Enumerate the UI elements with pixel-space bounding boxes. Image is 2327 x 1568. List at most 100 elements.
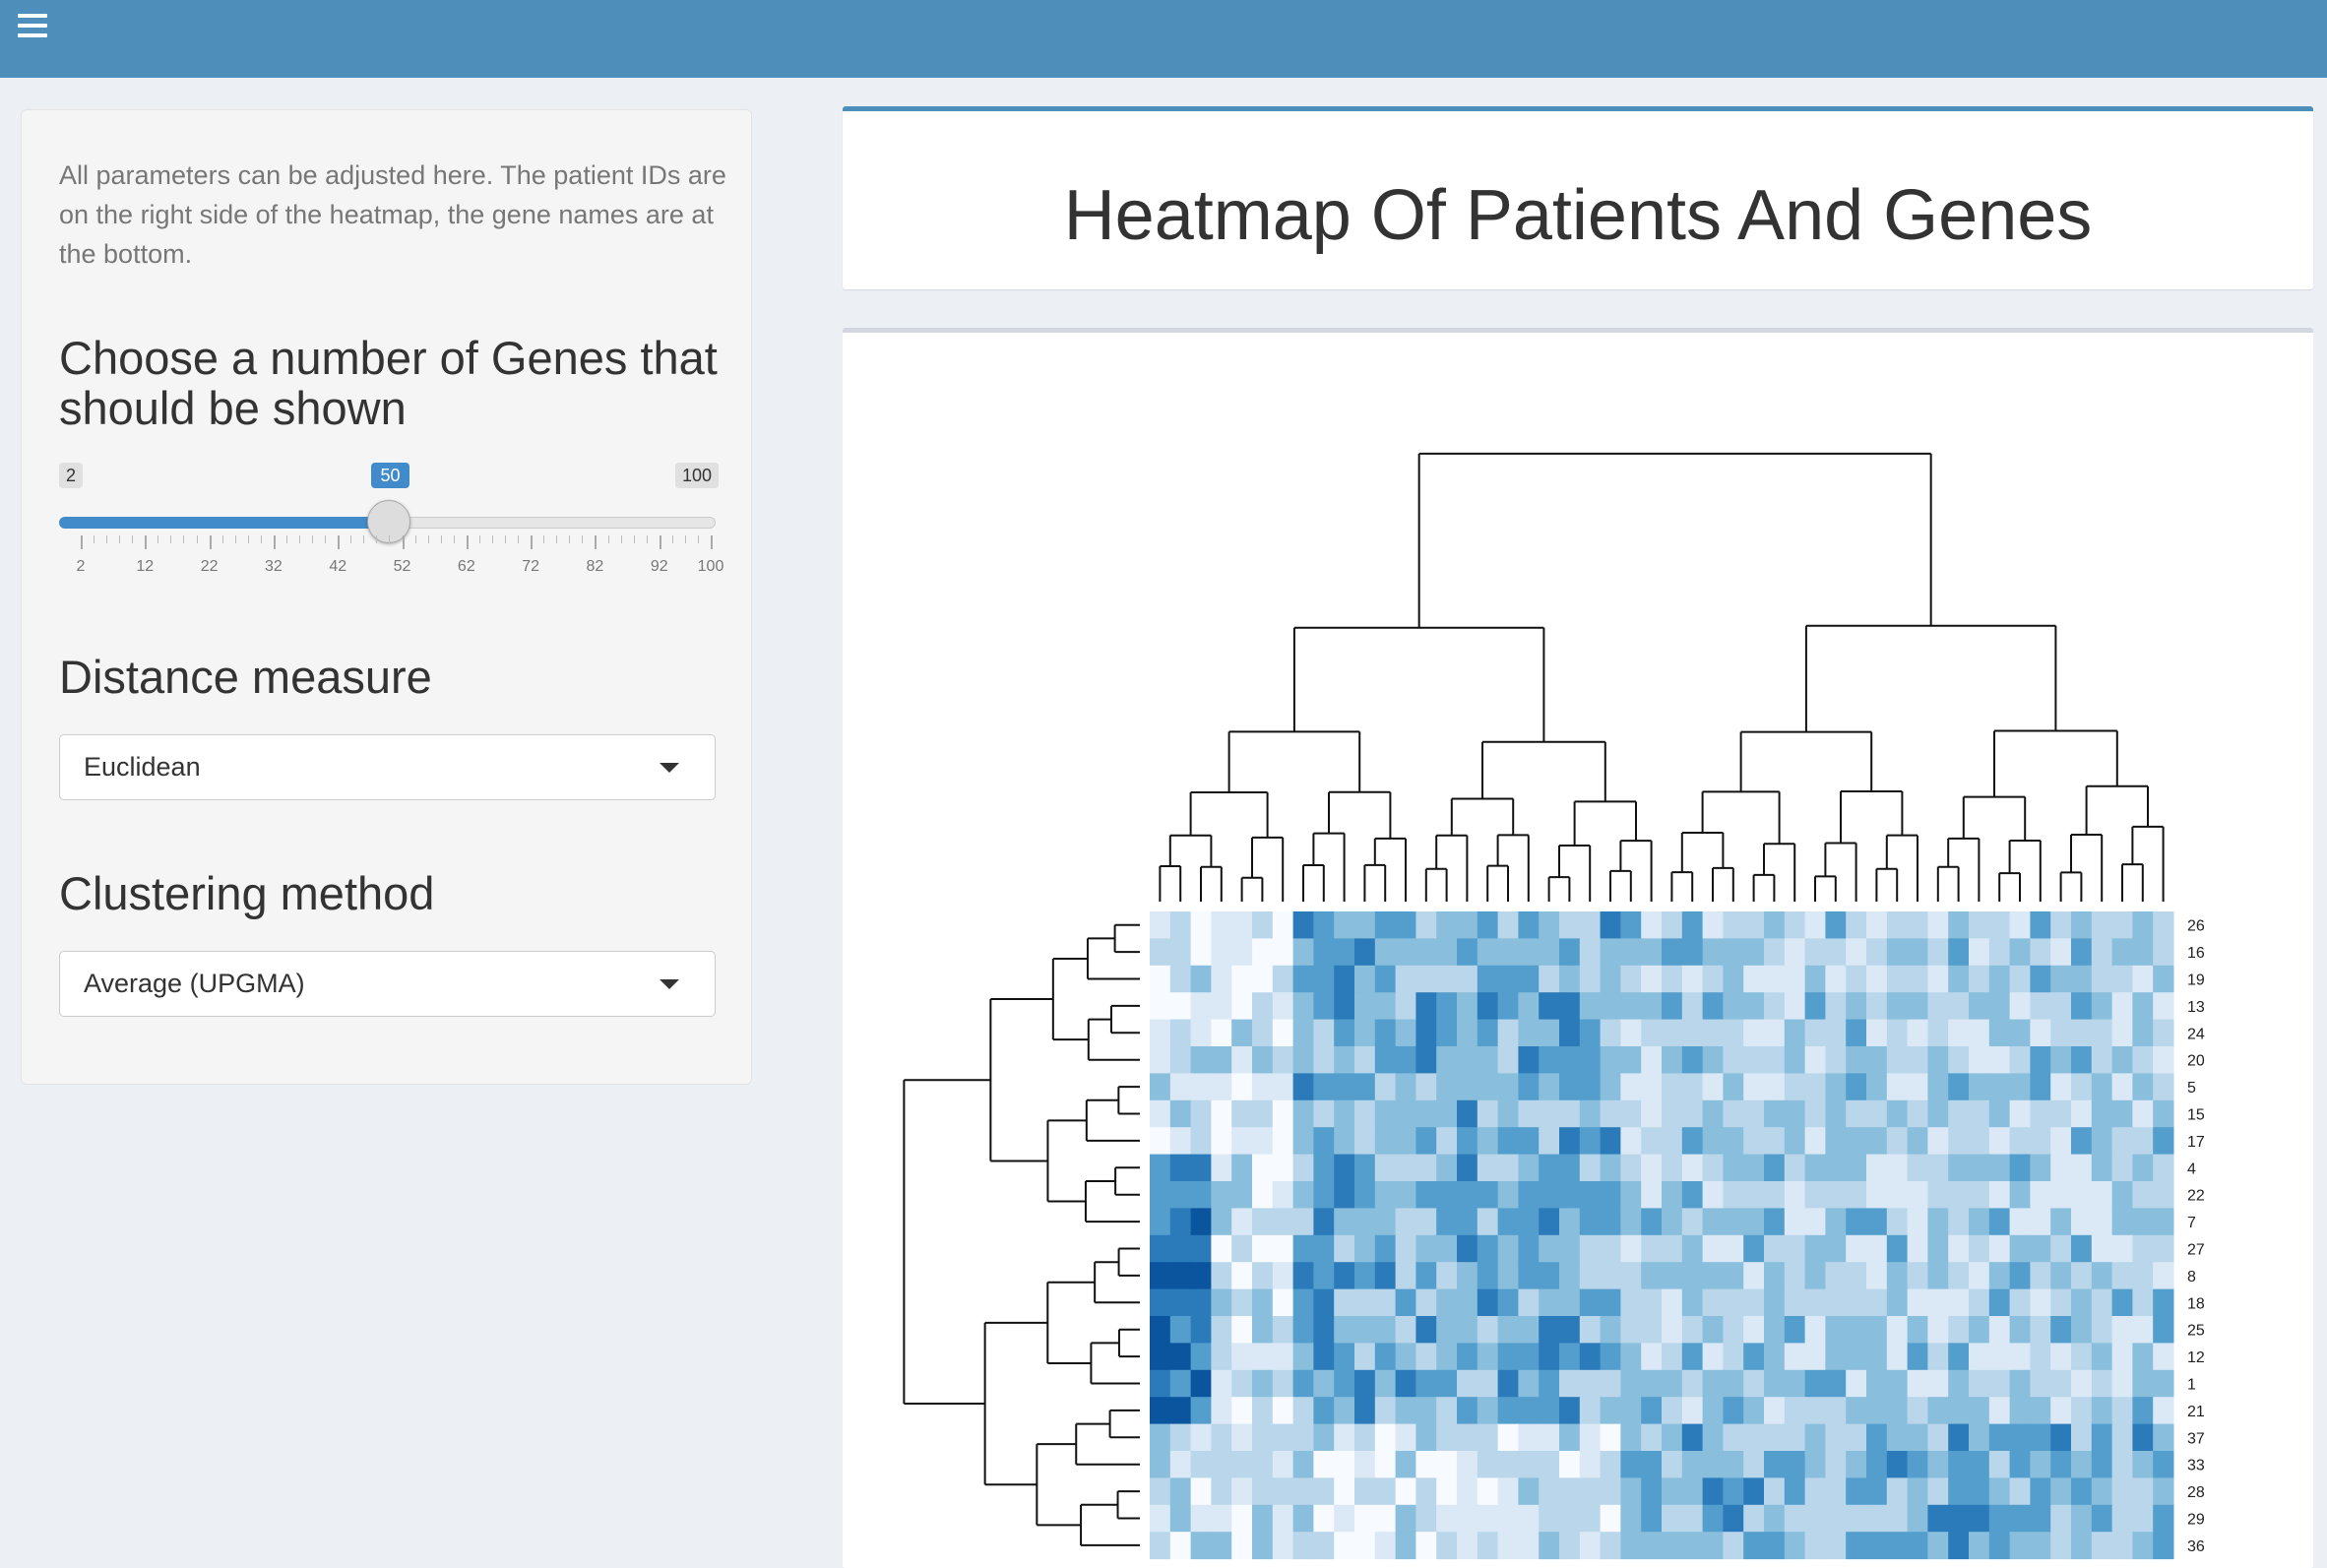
heatmap-cell xyxy=(2111,1208,2133,1236)
heatmap-cell xyxy=(1927,1046,1949,1074)
heatmap-cell xyxy=(1334,938,1355,967)
heatmap-cell xyxy=(2111,1504,2133,1533)
heatmap-cell xyxy=(1477,1532,1499,1560)
heatmap-cell xyxy=(1457,1127,1478,1156)
heatmap-cell xyxy=(1988,1451,2011,1478)
heatmap-cell xyxy=(1948,1154,1970,1182)
heatmap-cell xyxy=(1600,1234,1621,1263)
heatmap-cell xyxy=(1641,911,1663,939)
heatmap-cell xyxy=(1169,1423,1192,1452)
heatmap-cell xyxy=(1231,1343,1253,1371)
heatmap-cell xyxy=(1825,1073,1847,1101)
clustering-select[interactable]: Average (UPGMA) xyxy=(59,951,716,1017)
heatmap-cell xyxy=(1272,965,1294,993)
heatmap-cell xyxy=(1723,911,1744,939)
heatmap-cell xyxy=(2071,1154,2093,1182)
heatmap-cell xyxy=(1211,1099,1232,1128)
heatmap-cell xyxy=(2132,1154,2154,1182)
heatmap-cell xyxy=(1231,1127,1253,1156)
hamburger-icon[interactable] xyxy=(18,14,47,41)
heatmap-cell xyxy=(1211,1127,1232,1156)
heatmap-cell xyxy=(1969,1316,1990,1344)
heatmap-cell xyxy=(1969,1099,1990,1128)
slider-tick xyxy=(376,535,378,543)
slider-tick xyxy=(491,535,493,543)
heatmap-cell xyxy=(1415,1423,1437,1452)
heatmap-cell xyxy=(1764,1234,1786,1263)
heatmap-cell xyxy=(1190,1127,1212,1156)
heatmap-cell xyxy=(1825,1423,1847,1452)
heatmap-cell xyxy=(1395,965,1416,993)
heatmap-cell xyxy=(2111,965,2133,993)
slider-tick xyxy=(518,535,520,543)
heatmap-cell xyxy=(1252,992,1274,1021)
heatmap-cell xyxy=(1927,938,1949,967)
heatmap-cell xyxy=(1620,1477,1642,1506)
heatmap-cell xyxy=(1169,1208,1192,1236)
row-label: 22 xyxy=(2187,1188,2205,1205)
heatmap-cell xyxy=(1662,1208,1683,1236)
heatmap-cell xyxy=(1907,1234,1928,1263)
slider-tick xyxy=(684,535,686,543)
heatmap-cell xyxy=(1518,1154,1540,1182)
heatmap-cell xyxy=(1662,1288,1683,1317)
heatmap-cell xyxy=(1804,1316,1826,1344)
heatmap-cell xyxy=(1846,1019,1867,1047)
heatmap-cell xyxy=(1662,992,1683,1021)
heatmap-cell xyxy=(1313,1208,1335,1236)
heatmap-cell xyxy=(2030,1208,2051,1236)
heatmap-cell xyxy=(1641,1451,1663,1478)
heatmap-cell xyxy=(1231,1046,1253,1074)
heatmap-cell xyxy=(1150,911,1171,939)
heatmap-cell xyxy=(1190,965,1212,993)
distance-select[interactable]: Euclidean xyxy=(59,734,716,800)
heatmap-cell xyxy=(1395,1154,1416,1182)
heatmap-cell xyxy=(1969,1019,1990,1047)
heatmap-cell xyxy=(1641,1046,1663,1074)
heatmap-cell xyxy=(1723,1369,1744,1398)
heatmap-cell xyxy=(1313,1343,1335,1371)
heatmap-cell xyxy=(1150,1181,1171,1209)
genes-slider[interactable]: 2 50 100 2 12 22 32 42 52 62 72 82 92 100 xyxy=(59,463,723,600)
heatmap-cell xyxy=(1313,1046,1335,1074)
heatmap-cell xyxy=(1804,1369,1826,1398)
heatmap-cell xyxy=(2030,1099,2051,1128)
heatmap-cell xyxy=(2091,1127,2113,1156)
heatmap-cell xyxy=(2153,992,2174,1021)
heatmap-cell xyxy=(1169,1154,1192,1182)
heatmap-cell xyxy=(2071,1262,2093,1290)
heatmap-cell xyxy=(1150,1127,1171,1156)
heatmap-cell xyxy=(1457,1181,1478,1209)
heatmap-cell xyxy=(1784,1451,1806,1478)
heatmap-cell xyxy=(1169,1369,1192,1398)
heatmap-cell xyxy=(1702,1423,1724,1452)
heatmap-cell xyxy=(1518,1234,1540,1263)
heatmap-cell xyxy=(1723,1046,1744,1074)
slider-tick xyxy=(659,535,661,549)
heatmap-cell xyxy=(1743,1397,1765,1425)
heatmap-cell xyxy=(1662,1477,1683,1506)
heatmap-cell xyxy=(1641,1208,1663,1236)
heatmap-cell xyxy=(1969,1234,1990,1263)
heatmap-cell xyxy=(1539,1234,1560,1263)
heatmap-cell xyxy=(1334,1343,1355,1371)
heatmap-cell xyxy=(1988,1316,2011,1344)
heatmap-cell xyxy=(1866,1099,1888,1128)
heatmap-cell xyxy=(1927,1369,1949,1398)
heatmap-cell xyxy=(1927,1423,1949,1452)
heatmap-cell xyxy=(1743,1234,1765,1263)
slider-tick xyxy=(119,535,121,543)
heatmap-cell xyxy=(1907,1262,1928,1290)
slider-tick xyxy=(132,535,134,543)
heatmap-cell xyxy=(1764,1343,1786,1371)
heatmap-cell xyxy=(1436,1234,1458,1263)
heatmap-cell xyxy=(1518,1099,1540,1128)
heatmap-cell xyxy=(2153,1504,2174,1533)
slider-tick xyxy=(414,535,416,543)
heatmap-cell xyxy=(1415,1154,1437,1182)
heatmap-cell xyxy=(1764,1208,1786,1236)
heatmap-cell xyxy=(1313,1019,1335,1047)
heatmap-cell xyxy=(1886,1181,1909,1209)
heatmap-cell xyxy=(1886,1477,1909,1506)
slider-tick xyxy=(81,535,83,549)
